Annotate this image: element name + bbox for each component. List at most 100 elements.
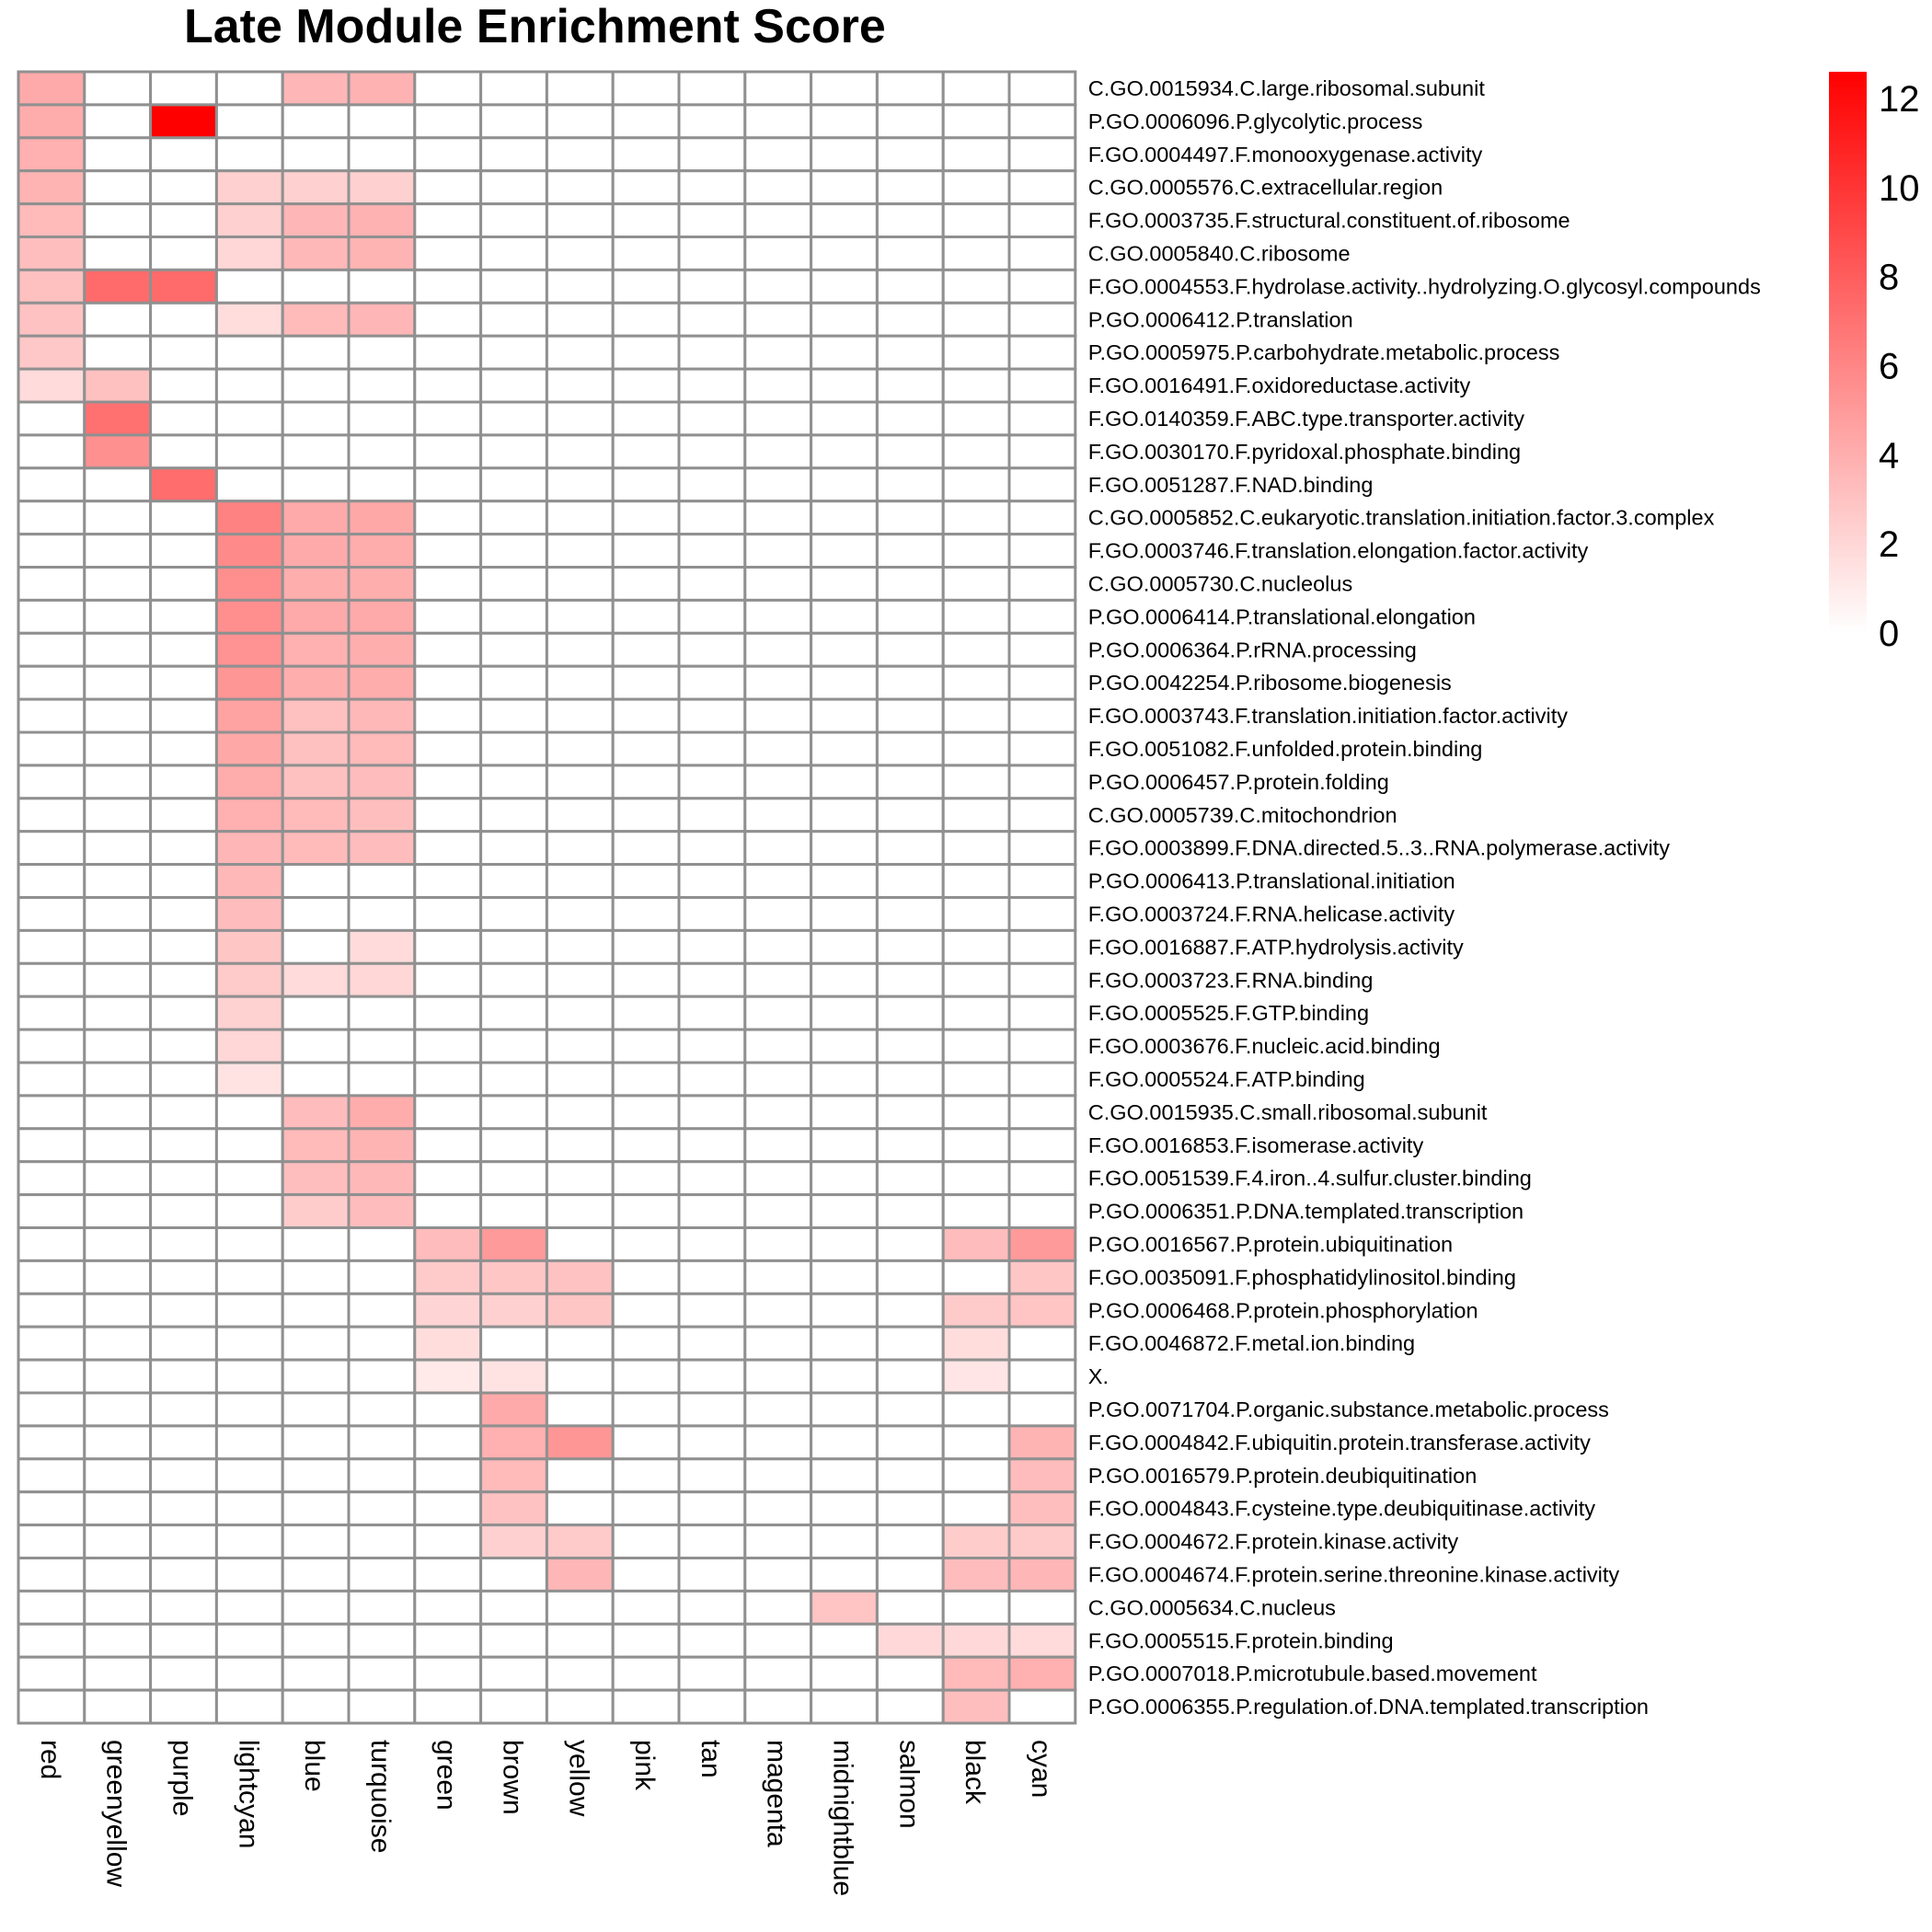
heatmap-cell <box>611 1524 681 1559</box>
heatmap-cell <box>347 103 417 140</box>
row-label: F.GO.0004672.F.protein.kinase.activity <box>1088 1530 1459 1554</box>
heatmap-cell <box>214 1655 284 1692</box>
heatmap-cell <box>149 830 218 867</box>
heatmap-cell <box>545 631 615 668</box>
heatmap-cell <box>743 236 813 271</box>
row-label: P.GO.0006355.P.regulation.of.DNA.templat… <box>1088 1695 1649 1719</box>
heatmap-cell <box>479 928 548 965</box>
heatmap-cell <box>347 367 417 404</box>
heatmap-cell <box>810 697 879 734</box>
heatmap-cell <box>214 1622 284 1659</box>
heatmap-cell <box>677 400 747 437</box>
heatmap-cell <box>743 1622 813 1659</box>
heatmap-cell <box>941 1094 1011 1131</box>
heatmap-cell <box>677 1391 747 1428</box>
heatmap-cell <box>347 236 417 271</box>
heatmap-cell <box>347 664 417 701</box>
heatmap-cell <box>743 1688 813 1725</box>
heatmap-cell <box>677 70 747 107</box>
heatmap-cell <box>611 1688 681 1725</box>
heatmap-cell <box>17 830 86 867</box>
heatmap-cell <box>611 830 681 867</box>
heatmap-cell <box>941 1160 1011 1197</box>
heatmap-cell <box>611 400 681 437</box>
heatmap-cell <box>281 566 351 602</box>
heatmap-cell <box>214 631 284 668</box>
column-label: green <box>431 1740 462 1811</box>
column-label: black <box>960 1740 990 1805</box>
heatmap-cell <box>941 1557 1011 1593</box>
heatmap-cell <box>413 830 483 867</box>
heatmap-cell <box>611 598 681 635</box>
heatmap-cell <box>214 1292 284 1328</box>
heatmap-cell <box>17 1226 86 1262</box>
heatmap-cell <box>17 928 86 965</box>
heatmap-cell <box>479 1622 548 1659</box>
heatmap-cell <box>743 830 813 867</box>
row-label: P.GO.0016567.P.protein.ubiquitination <box>1088 1232 1453 1256</box>
heatmap-cell <box>1007 1457 1077 1494</box>
heatmap-cell <box>347 169 417 206</box>
heatmap-cell <box>479 1094 548 1131</box>
heatmap-cell <box>545 202 615 239</box>
heatmap-cell <box>17 961 86 998</box>
heatmap-cell <box>875 764 945 800</box>
heatmap-cell <box>875 1358 945 1395</box>
heatmap-cell <box>347 764 417 800</box>
heatmap-cell <box>810 664 879 701</box>
heatmap-cell <box>1007 1094 1077 1131</box>
heatmap-cell <box>941 533 1011 569</box>
heatmap-cell <box>149 433 218 470</box>
heatmap-cell <box>1007 830 1077 867</box>
heatmap-cell <box>347 1622 417 1659</box>
column-label: magenta <box>762 1740 792 1847</box>
heatmap-cell <box>149 1424 218 1461</box>
heatmap-cell <box>810 598 879 635</box>
heatmap-cell <box>479 697 548 734</box>
heatmap-cell <box>214 1490 284 1527</box>
heatmap-cell <box>149 367 218 404</box>
heatmap-cell <box>149 863 218 899</box>
heatmap-cell <box>677 928 747 965</box>
heatmap-cell <box>17 1061 86 1098</box>
heatmap-cell <box>347 1193 417 1229</box>
heatmap-cell <box>17 1325 86 1362</box>
heatmap-cell <box>281 1028 351 1064</box>
heatmap-cell <box>413 928 483 965</box>
heatmap-cell <box>941 1424 1011 1461</box>
heatmap-cell <box>214 797 284 834</box>
row-label: C.GO.0005852.C.eukaryotic.translation.in… <box>1088 506 1715 530</box>
heatmap-cell <box>149 1325 218 1362</box>
heatmap-cell <box>611 1358 681 1395</box>
heatmap-cell <box>743 664 813 701</box>
heatmap-cell <box>875 961 945 998</box>
heatmap-cell <box>1007 400 1077 437</box>
color-legend: 0 2 4 6 8 10 12 <box>1829 72 1920 654</box>
heatmap-cell <box>810 1160 879 1197</box>
heatmap-cell <box>281 1061 351 1098</box>
heatmap-cell <box>1007 1589 1077 1626</box>
heatmap-cell <box>149 169 218 206</box>
heatmap-cell <box>479 1557 548 1593</box>
heatmap-cell <box>810 1358 879 1395</box>
heatmap-cell <box>611 236 681 271</box>
heatmap-cell <box>83 400 153 437</box>
heatmap-cell <box>875 1259 945 1295</box>
heatmap-cell <box>214 433 284 470</box>
heatmap-cell <box>677 1127 747 1164</box>
heatmap-cell <box>479 1688 548 1725</box>
heatmap-cell <box>677 863 747 899</box>
heatmap-cell <box>1007 136 1077 173</box>
heatmap-cell <box>281 1622 351 1659</box>
heatmap-cell <box>281 598 351 635</box>
heatmap-cell <box>611 995 681 1031</box>
heatmap-cell <box>347 1259 417 1295</box>
heatmap-cell <box>743 896 813 932</box>
heatmap-cell <box>347 1688 417 1725</box>
row-label: P.GO.0071704.P.organic.substance.metabol… <box>1088 1397 1609 1421</box>
heatmap-cell <box>149 334 218 371</box>
heatmap-cell <box>214 1391 284 1428</box>
heatmap-cell <box>83 70 153 107</box>
heatmap-cell <box>281 1127 351 1164</box>
row-label: F.GO.0016887.F.ATP.hydrolysis.activity <box>1088 935 1464 959</box>
